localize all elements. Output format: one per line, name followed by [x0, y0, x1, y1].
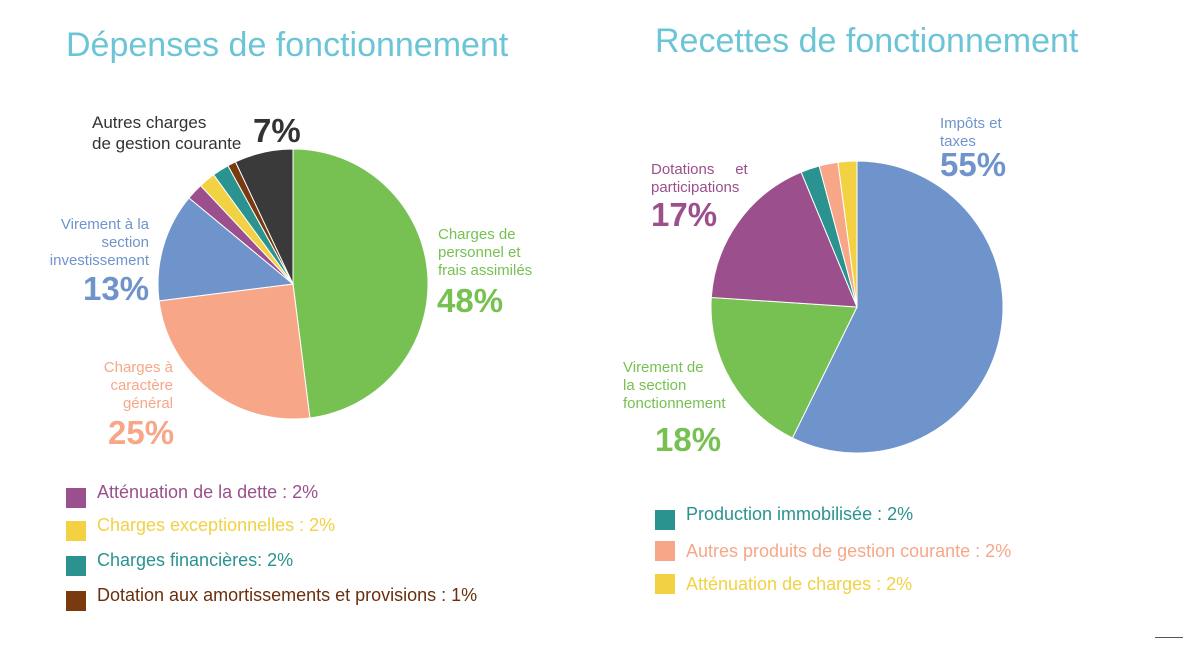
legend-label: Atténuation de charges : 2% [686, 573, 913, 594]
legend-swatch [66, 556, 86, 576]
legend-item-dotation-amortissements: Dotation aux amortissements et provision… [66, 584, 478, 611]
slice-pct-charges-general: 25% [108, 414, 175, 451]
chart-title-depenses: Dépenses de fonctionnement [66, 26, 509, 64]
legend-label: Dotation aux amortissements et provision… [97, 584, 478, 605]
pie-slice-virement-fonct [710, 296, 858, 439]
slice-label-impots-taxes: Impôts et taxes [940, 115, 1002, 150]
slice-label-virement-invest: Virement à la section investissement [49, 216, 149, 269]
pie-slice-charges-general [158, 283, 311, 420]
pie-slice-virement-invest [157, 197, 295, 302]
chart-title-recettes: Recettes de fonctionnement [655, 22, 1079, 60]
slice-pct-impots-taxes: 55% [940, 146, 1007, 183]
slice-pct-virement-fonct: 18% [655, 421, 722, 458]
slice-pct-autres-charges: 7% [253, 112, 301, 149]
legend-item-attenuation-charges: Atténuation de charges : 2% [655, 573, 912, 595]
slice-pct-dotations: 17% [651, 196, 718, 233]
pie-slice-attenuation-charges [837, 160, 858, 308]
legend-swatch [66, 521, 86, 541]
legend-item-attenuation-dette: Atténuation de la dette : 2% [66, 481, 319, 508]
pie-slice-dotations [710, 171, 858, 308]
legend-label: Charges exceptionnelles : 2% [97, 514, 336, 535]
slice-label-dotations: Dotations et participations [651, 161, 748, 196]
slice-label-virement-fonct: Virement de la section fonctionnement [623, 359, 726, 412]
legend-label: Atténuation de la dette : 2% [97, 481, 319, 502]
legend-item-charges-financieres: Charges financières: 2% [66, 549, 294, 576]
legend-label: Charges financières: 2% [97, 549, 294, 570]
legend-item-production-immo: Production immobilisée : 2% [655, 503, 914, 530]
slice-pct-charges-personnel: 48% [437, 282, 504, 319]
pie-slice-autres-charges [234, 148, 294, 285]
legend-item-autres-produits: Autres produits de gestion courante : 2% [655, 540, 1011, 562]
legend-swatch [66, 488, 86, 508]
slice-label-autres-charges: Autres charges de gestion courante [92, 113, 242, 153]
legend-swatch [655, 510, 675, 530]
legend-item-charges-exceptionnelles: Charges exceptionnelles : 2% [66, 514, 336, 541]
legend-swatch [655, 541, 675, 561]
legend-swatch [66, 591, 86, 611]
pie-slice-charges-personnel [292, 148, 429, 419]
slice-label-charges-general: Charges à caractère général [103, 359, 173, 412]
pie-slice-impots-taxes [791, 160, 1004, 454]
divider-line [1155, 637, 1183, 638]
slice-pct-virement-invest: 13% [83, 270, 150, 307]
legend-label: Autres produits de gestion courante : 2% [686, 540, 1012, 561]
slice-label-charges-personnel: Charges de personnel et frais assimilés [438, 226, 533, 279]
legend-label: Production immobilisée : 2% [686, 503, 914, 524]
legend-swatch [655, 574, 675, 594]
